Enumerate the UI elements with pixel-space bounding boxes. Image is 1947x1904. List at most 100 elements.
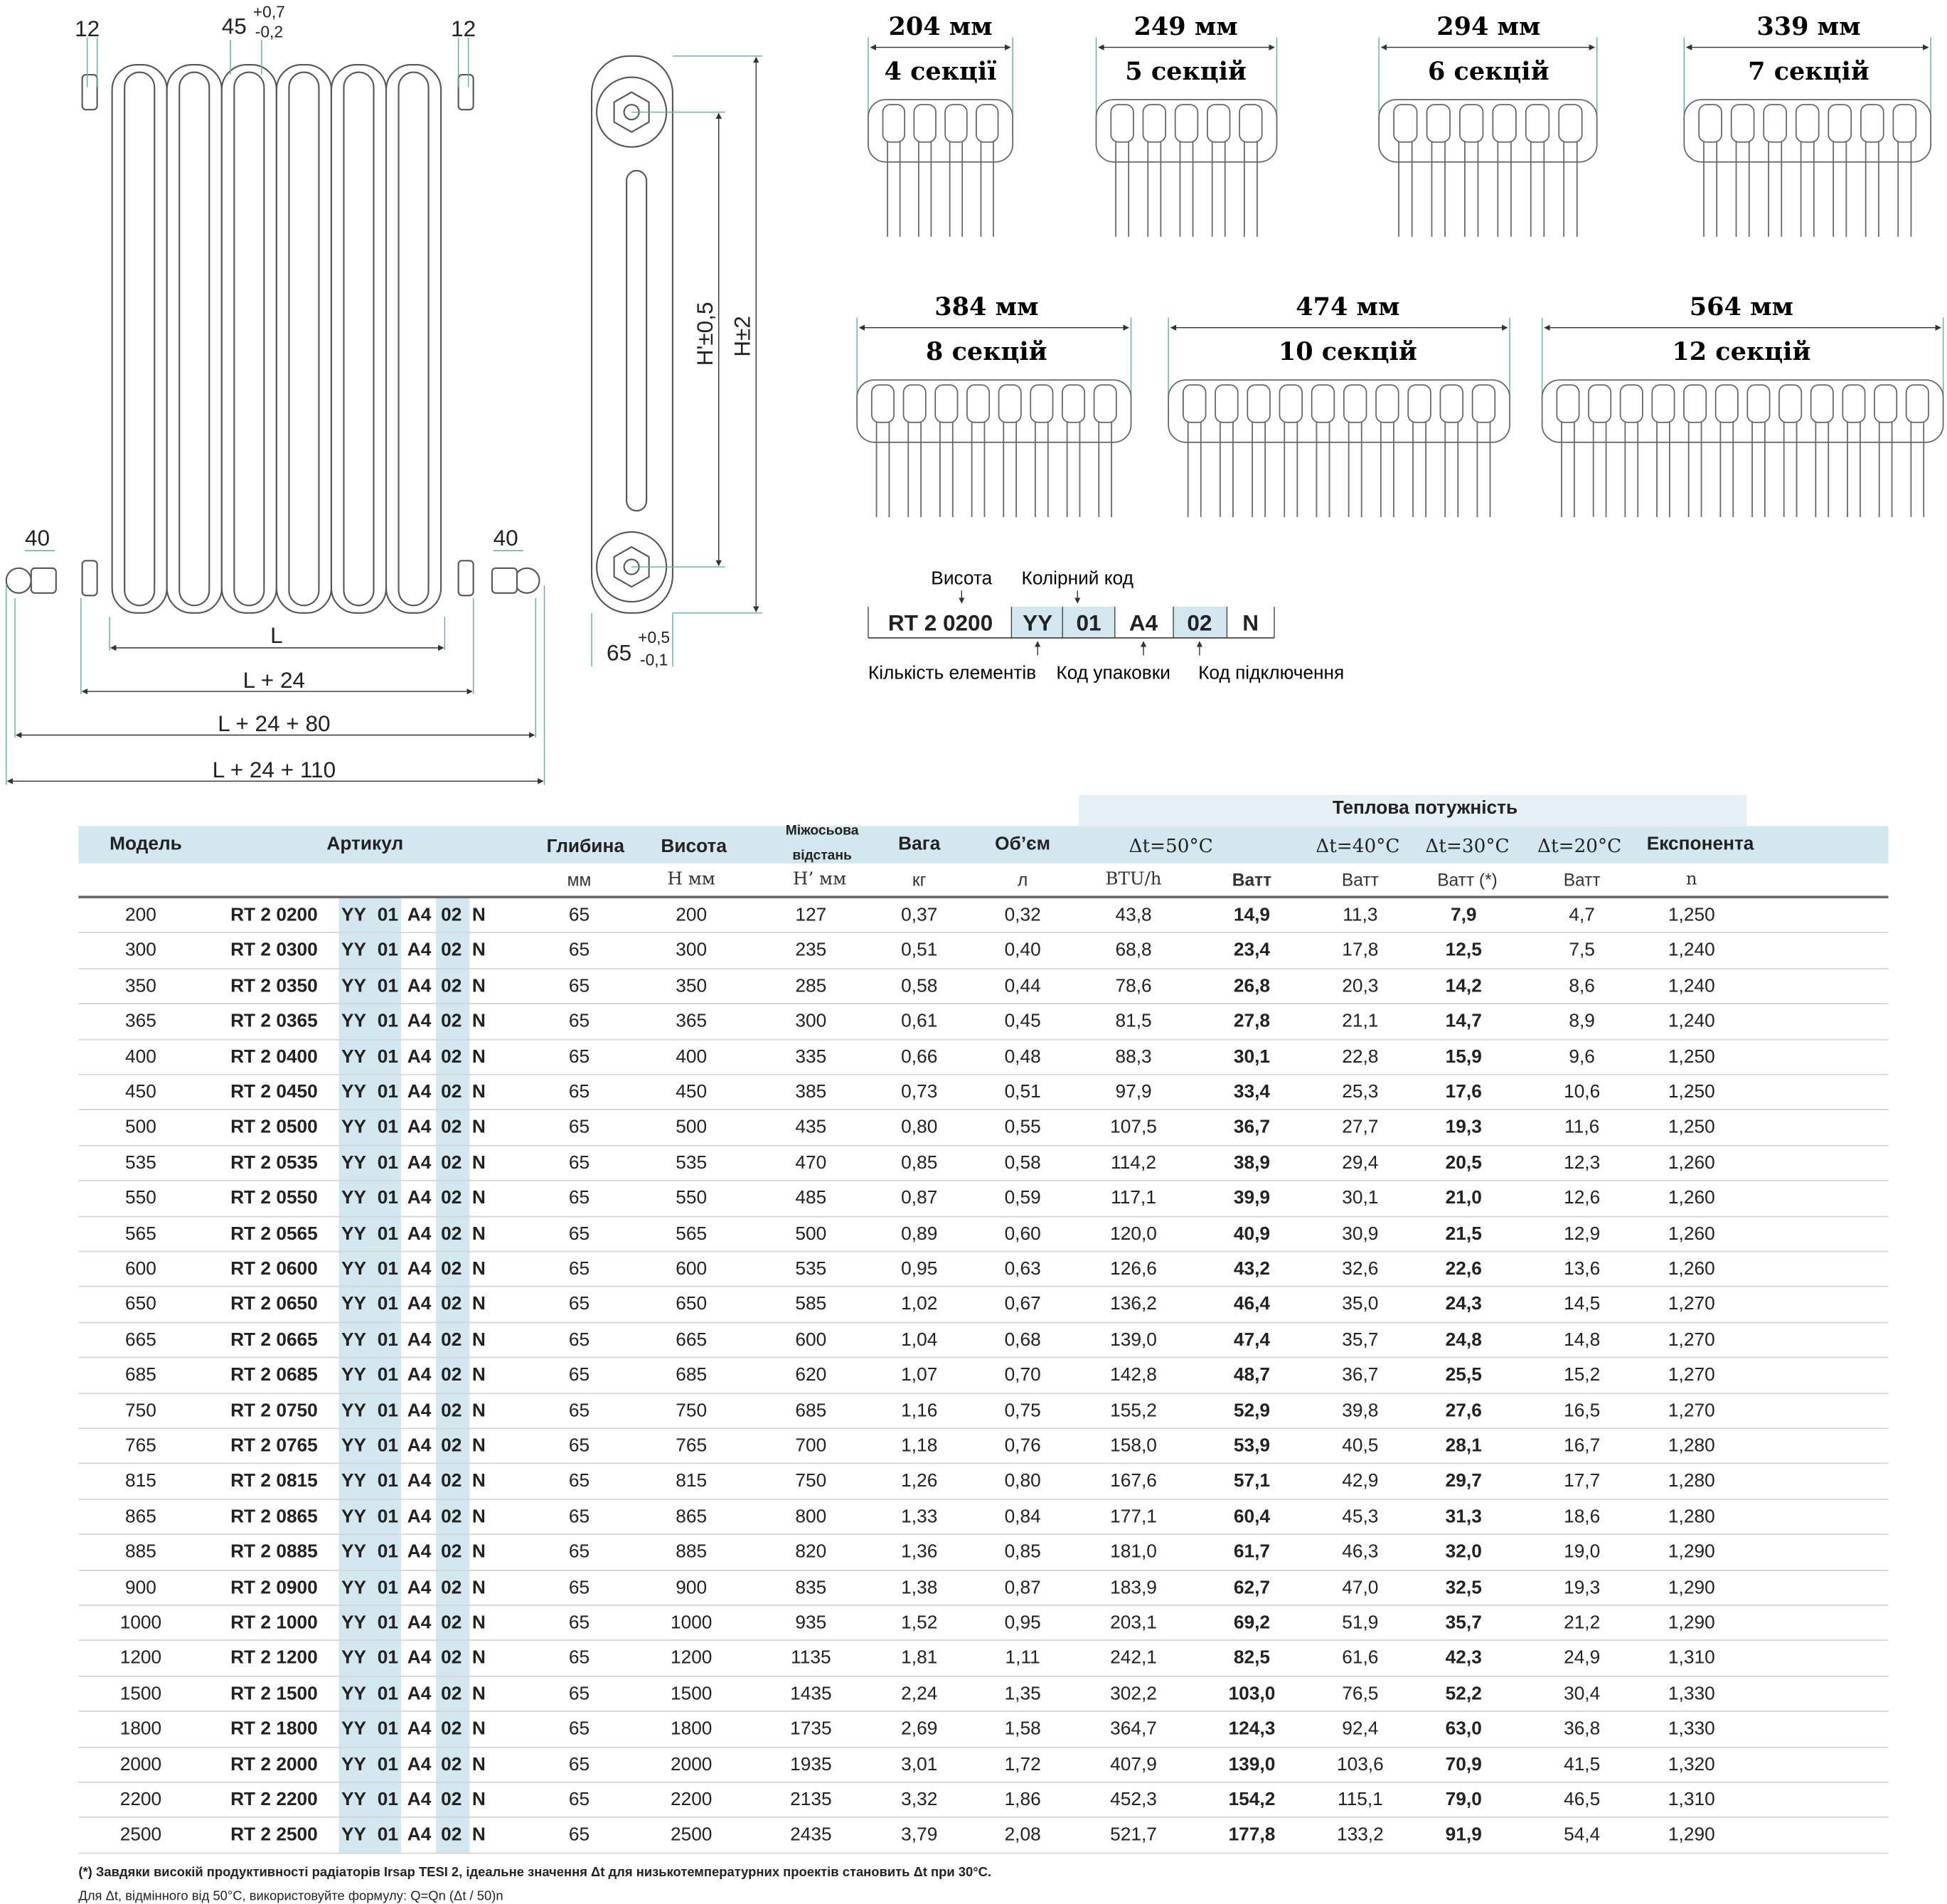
axis-distance-cell: 500	[795, 1223, 827, 1245]
exponent-cell: 1,260	[1668, 1187, 1715, 1209]
exponent-cell: 1,270	[1668, 1329, 1715, 1351]
section-variant: 564 мм 12 секцій	[1541, 292, 1944, 517]
label-package-code: Код упаковки	[1056, 662, 1170, 684]
depth-cell: 65	[568, 1152, 590, 1174]
model-cell: 2500	[119, 1824, 162, 1846]
depth-cell: 65	[568, 1329, 590, 1351]
axis-distance-cell: 600	[795, 1329, 827, 1351]
dim-h-axis: H'±0,5	[692, 302, 718, 366]
article-code: RT 2 1000	[230, 1612, 318, 1634]
watt-30-cell: 20,5	[1445, 1152, 1482, 1174]
unit-watt-20: Ватт	[1563, 869, 1601, 890]
watt-50-cell: 38,9	[1233, 1152, 1271, 1174]
height-cell: 450	[676, 1081, 708, 1103]
article-height-code: 0765	[276, 1435, 318, 1457]
article-suffix-part: 01	[377, 1576, 398, 1598]
weight-cell: 0,66	[901, 1046, 938, 1068]
dim-right-40: 40	[494, 525, 518, 551]
radiator-side-view	[591, 55, 673, 614]
article-suffix-part: A4	[407, 1647, 432, 1669]
valve-right-icon	[491, 567, 540, 594]
height-cell: 815	[676, 1470, 708, 1492]
table-row: 865 RT 2 0865 YY 01 A4 02 N 65 865 800 1,33 0,84 177…	[78, 1500, 1889, 1536]
label-height: Висота	[931, 568, 992, 589]
weight-cell: 1,04	[901, 1329, 938, 1351]
model-cell: 900	[125, 1576, 156, 1598]
watt-30-cell: 28,1	[1445, 1435, 1482, 1457]
dim-L: L	[270, 622, 283, 648]
btu-cell: 139,0	[1110, 1329, 1157, 1351]
watt-20-cell: 8,6	[1569, 975, 1595, 997]
watt-20-cell: 17,7	[1564, 1470, 1601, 1492]
article-suffix-part: YY	[341, 1506, 367, 1528]
article-suffix-part: YY	[341, 1718, 367, 1740]
article-suffix-part: 01	[377, 940, 398, 962]
btu-cell: 136,2	[1110, 1293, 1157, 1315]
code-part-color: 01	[1076, 610, 1101, 635]
label-connection-code: Код підключення	[1198, 662, 1344, 684]
article-suffix-part: N	[471, 1081, 486, 1103]
weight-cell: 1,07	[901, 1364, 938, 1386]
table-row: 2500 RT 2 2500 YY 01 A4 02 N 65 2500 2435 3,79 2,08…	[78, 1818, 1889, 1854]
article-suffix-part: YY	[341, 1683, 367, 1704]
article-height-code: 1800	[276, 1718, 318, 1740]
article-prefix: RT 2	[230, 1010, 277, 1032]
exponent-cell: 1,270	[1668, 1293, 1715, 1315]
article-suffix-part: A4	[407, 1364, 432, 1386]
article-suffix-part: N	[471, 1187, 486, 1209]
height-cell: 685	[676, 1364, 708, 1386]
article-height-code: 0200	[276, 904, 318, 926]
weight-cell: 0,80	[901, 1117, 938, 1138]
article-suffix-part: YY	[341, 1824, 367, 1846]
article-suffix-part: 01	[377, 1364, 398, 1386]
article-suffix-part: A4	[407, 1683, 432, 1704]
watt-20-cell: 9,6	[1569, 1046, 1595, 1068]
watt-50-cell: 52,9	[1233, 1400, 1271, 1421]
article-suffix-part: YY	[341, 1364, 367, 1386]
watt-30-cell: 70,9	[1445, 1753, 1482, 1775]
depth-cell: 65	[568, 1223, 590, 1245]
watt-50-cell: 53,9	[1233, 1435, 1271, 1457]
article-suffix-part: A4	[407, 940, 432, 962]
article-suffix-part: 02	[441, 1576, 462, 1598]
table-row: 1000 RT 2 1000 YY 01 A4 02 N 65 1000 935 1,52 0,95 2…	[78, 1606, 1889, 1642]
col-dt20: Δt=20°C	[1537, 834, 1622, 858]
volume-cell: 0,63	[1004, 1258, 1041, 1280]
table-row: 900 RT 2 0900 YY 01 A4 02 N 65 900 835 1,38 0,87 183…	[78, 1570, 1889, 1606]
table-row: 200 RT 2 0200 YY 01 A4 02 N 65 200 127 0,37 0,32 43,…	[78, 898, 1889, 934]
article-suffix-part: 01	[377, 1187, 398, 1209]
article-suffix-part: 02	[441, 1152, 462, 1174]
btu-cell: 521,7	[1110, 1824, 1157, 1846]
btu-cell: 181,0	[1110, 1541, 1157, 1563]
watt-30-cell: 24,8	[1445, 1329, 1482, 1351]
radiator-top-view-icon	[1541, 379, 1944, 517]
btu-cell: 97,9	[1115, 1081, 1152, 1103]
axis-distance-cell: 535	[795, 1258, 827, 1280]
weight-cell: 3,79	[901, 1824, 938, 1846]
volume-cell: 0,45	[1004, 1010, 1041, 1032]
watt-30-cell: 17,6	[1445, 1081, 1482, 1103]
article-prefix: RT 2	[230, 1117, 277, 1138]
section-width: 204 мм	[888, 12, 992, 41]
model-cell: 450	[125, 1081, 156, 1103]
exponent-cell: 1,280	[1668, 1506, 1715, 1528]
weight-cell: 3,01	[901, 1753, 938, 1775]
depth-cell: 65	[568, 1789, 590, 1811]
watt-20-cell: 16,7	[1564, 1435, 1601, 1457]
article-height-code: 0685	[276, 1364, 318, 1386]
col-dt40: Δt=40°C	[1316, 834, 1400, 858]
model-cell: 600	[125, 1258, 156, 1280]
code-part-n: N	[1242, 610, 1259, 635]
watt-30-cell: 24,3	[1445, 1293, 1482, 1315]
section-width: 294 мм	[1436, 12, 1540, 41]
article-suffix-part: YY	[341, 1612, 367, 1634]
watt-30-cell: 42,3	[1445, 1647, 1482, 1669]
watt-30-cell: 52,2	[1445, 1683, 1482, 1704]
article-prefix: RT 2	[230, 940, 277, 962]
watt-20-cell: 14,8	[1564, 1329, 1601, 1351]
article-height-code: 0535	[276, 1152, 318, 1174]
table-row: 400 RT 2 0400 YY 01 A4 02 N 65 400 335 0,66 0,48 88,…	[78, 1040, 1889, 1075]
article-suffix-part: 02	[441, 1506, 462, 1528]
weight-cell: 1,36	[901, 1541, 938, 1563]
model-cell: 365	[125, 1010, 156, 1032]
